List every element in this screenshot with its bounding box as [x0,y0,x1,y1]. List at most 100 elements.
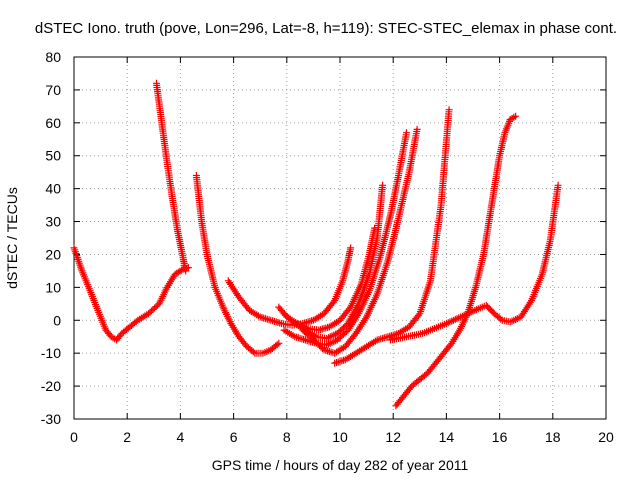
x-tick-label: 0 [70,429,78,445]
series-marker-segment [491,152,504,191]
series-marker-segment [335,326,352,343]
series-marker-segment [433,349,448,365]
x-tick-label: 10 [332,429,348,445]
series-marker-segment [236,334,251,351]
series-marker-segment [331,356,349,367]
series-marker-segment [261,346,275,356]
series-marker-segment [146,300,163,316]
series-marker-segment [364,290,381,319]
series-marker-segment [343,329,360,349]
series-marker-segment [198,220,211,258]
series-marker-segment [464,283,480,316]
x-tick-label: 12 [385,429,401,445]
series-marker-segment [395,129,410,177]
series-marker-segment [387,172,402,217]
series-marker-segment [153,79,166,127]
series-marker-segment [253,349,267,357]
series-marker-segment [348,280,365,309]
x-tick-label: 8 [283,429,291,445]
series-marker-segment [384,214,402,263]
series-marker-segment [539,237,554,276]
series-marker-segment [311,310,328,323]
series-marker-segment [480,218,493,256]
series-marker-segment [356,287,373,316]
y-tick-label: 60 [45,115,61,131]
y-tick-label: 10 [45,279,61,295]
y-tick-label: 70 [45,82,61,98]
series-marker-segment [120,323,134,336]
series-marker-segment [333,343,349,356]
series-marker-segment [325,336,341,348]
chart-title: dSTEC Iono. truth (pove, Lon=296, Lat=-8… [35,20,617,37]
series-marker-segment [358,251,373,286]
series-marker-segment [441,339,456,355]
series-marker-segment [401,382,416,398]
series-marker-segment [528,270,546,302]
series-marker-segment [472,251,488,289]
series-marker-segment [335,320,352,336]
series-marker-segment [386,329,402,340]
series-marker-segment [114,329,126,342]
series-marker-segment [502,116,514,135]
series-marker-segment [417,369,432,382]
series-marker-segment [546,181,562,243]
series-marker-segment [500,317,514,326]
series-marker-segment [374,181,387,240]
series-marker-segment [192,172,206,225]
series-marker-segment [508,313,525,325]
series-marker-segment [204,253,219,291]
series-marker-segment [337,303,355,323]
series-marker-segment [417,277,434,316]
y-tick-label: 40 [45,181,61,197]
series-marker-segment [409,376,424,389]
series-marker-segment [353,313,371,336]
series-marker-segment [87,289,102,314]
y-tick-label: 0 [53,312,61,328]
series-marker-segment [322,346,339,357]
series-layer [70,79,562,410]
x-tick-label: 4 [177,429,185,445]
series-arc1 [70,244,192,344]
series-marker-segment [220,305,235,328]
series-marker-segment [406,125,421,174]
series-arc9 [331,106,453,367]
series-marker-segment [163,160,176,202]
series-marker-segment [366,224,379,256]
series-marker-segment [518,297,535,319]
series-marker-segment [268,339,283,353]
series-marker-segment [317,323,333,334]
x-tick-label: 16 [492,429,508,445]
series-marker-segment [79,269,94,295]
series-marker-segment [345,300,363,326]
series-marker-segment [269,317,285,328]
series-marker-segment [332,277,347,303]
series-arc11 [392,112,520,410]
series-marker-segment [485,185,498,223]
series-marker-segment [128,316,142,329]
series-marker-segment [392,392,408,410]
y-axis-title: dSTEC / TECUs [4,187,20,289]
series-marker-segment [236,295,254,314]
series-arc6 [280,181,387,342]
series-marker-segment [437,106,453,207]
series-marker-segment [421,326,434,337]
series-arc2 [153,79,190,275]
series-marker-segment [158,121,171,166]
series-marker-segment [301,316,317,327]
series-marker-segment [103,328,115,341]
x-tick-label: 14 [439,429,455,445]
series-marker-segment [228,321,243,341]
series-marker-segment [374,257,392,296]
series-marker-segment [343,349,360,363]
series-marker-segment [224,277,243,301]
y-tick-label: -10 [41,345,61,361]
series-marker-segment [156,283,171,306]
series-marker-segment [339,257,352,283]
series-marker-segment [174,229,187,262]
series-arc3 [192,172,283,357]
y-tick-label: 30 [45,214,61,230]
series-marker-segment [395,168,413,220]
series-marker-segment [314,333,331,342]
tick-label-layer: 0 2 4 6 8 10 12 14 16 18 20 -30 -20 -10 0 10 20 30 40 50 60 7… [41,49,614,445]
series-marker-segment [484,303,498,318]
